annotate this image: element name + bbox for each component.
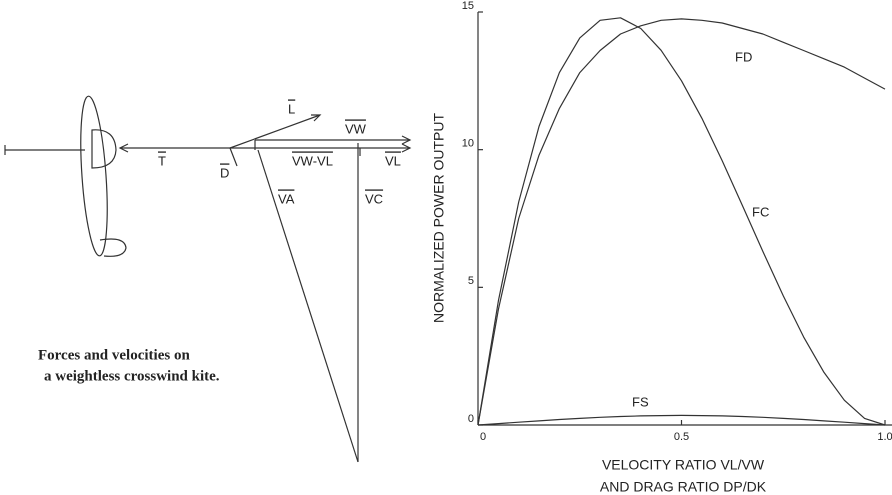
series-label: FS bbox=[632, 394, 649, 409]
power-chart: 0 5 10 15 0 0.5 1.0 NORMALIZED POWER OUTPUT VELO… bbox=[431, 0, 892, 495]
kite-diagram: T D L VW VW-VL VL VA VC Forces and veloc… bbox=[4, 95, 412, 463]
kite-tail bbox=[99, 238, 127, 257]
label-va: VA bbox=[278, 191, 295, 206]
caption: Forces and velocities on bbox=[38, 347, 190, 363]
label-vl: VL bbox=[385, 153, 401, 168]
kite-pod bbox=[91, 129, 117, 169]
y-tick-label: 15 bbox=[462, 0, 474, 12]
y-tick-label: 10 bbox=[462, 138, 474, 150]
arrow-l bbox=[311, 114, 322, 122]
x-tick-label: 0 bbox=[480, 431, 486, 443]
label-vc: VC bbox=[365, 191, 383, 206]
series-label: FC bbox=[752, 204, 769, 219]
label-vw-vl: VW-VL bbox=[292, 153, 333, 168]
vector-d bbox=[229, 147, 238, 167]
vector-va bbox=[257, 149, 359, 463]
x-axis-label: AND DRAG RATIO DP/DK bbox=[600, 479, 767, 495]
kite-wing bbox=[80, 95, 108, 257]
y-axis-label: NORMALIZED POWER OUTPUT bbox=[431, 113, 447, 323]
arrow-vl bbox=[401, 143, 412, 153]
arrow-t bbox=[118, 143, 129, 153]
x-axis-label: VELOCITY RATIO VL/VW bbox=[602, 457, 765, 473]
series-line bbox=[477, 18, 886, 426]
series-line bbox=[477, 414, 886, 426]
label-d: D bbox=[220, 165, 229, 180]
arrow-vw bbox=[401, 135, 412, 145]
y-tick-label: 0 bbox=[468, 413, 474, 425]
x-tick-label: 0.5 bbox=[674, 431, 689, 443]
label-vw: VW bbox=[345, 121, 367, 136]
series-label: FD bbox=[735, 49, 752, 64]
series-line bbox=[477, 17, 886, 426]
caption: a weightless crosswind kite. bbox=[44, 368, 220, 384]
y-tick-label: 5 bbox=[468, 275, 474, 287]
label-l: L bbox=[288, 101, 295, 116]
label-t: T bbox=[158, 153, 166, 168]
vector-l bbox=[229, 114, 321, 149]
x-tick-label: 1.0 bbox=[877, 431, 892, 443]
